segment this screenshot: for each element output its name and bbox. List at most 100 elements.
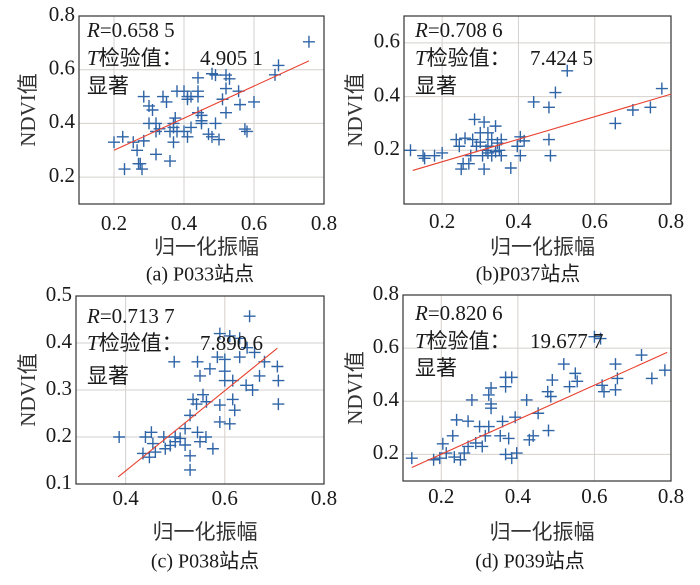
r-value: =0.713 7 bbox=[100, 304, 175, 328]
data-point bbox=[233, 351, 246, 364]
data-point bbox=[181, 93, 194, 106]
data-point bbox=[466, 133, 479, 146]
t-symbol: T bbox=[87, 331, 100, 355]
x-tick-label: 0.2 bbox=[429, 209, 455, 233]
data-point bbox=[139, 431, 152, 443]
data-point bbox=[184, 449, 197, 462]
plot-area bbox=[403, 295, 671, 481]
data-point bbox=[116, 130, 129, 143]
data-point bbox=[476, 440, 489, 453]
y-tick-label: 0.4 bbox=[373, 387, 400, 411]
data-point bbox=[417, 149, 430, 162]
y-tick-label: 0.8 bbox=[49, 2, 75, 26]
data-point bbox=[146, 437, 159, 450]
t-label: 检验值： bbox=[427, 46, 511, 70]
data-point bbox=[450, 133, 463, 146]
data-point bbox=[404, 144, 417, 157]
data-point bbox=[609, 358, 622, 371]
data-point bbox=[527, 95, 540, 108]
data-point bbox=[168, 355, 181, 368]
data-point bbox=[150, 148, 162, 161]
data-point bbox=[481, 126, 494, 139]
data-point bbox=[149, 446, 162, 459]
data-point bbox=[118, 163, 131, 176]
data-point bbox=[455, 163, 468, 176]
x-axis-label: 归一化振幅 bbox=[490, 235, 595, 259]
data-point bbox=[271, 360, 284, 373]
significance-label: 显著 bbox=[415, 356, 457, 380]
data-point bbox=[563, 380, 576, 393]
data-point bbox=[485, 382, 498, 394]
data-point bbox=[465, 393, 478, 406]
data-point bbox=[448, 451, 461, 464]
axes-frame bbox=[403, 15, 672, 205]
data-point bbox=[228, 404, 241, 417]
data-point bbox=[626, 104, 639, 116]
data-point bbox=[171, 85, 183, 98]
x-tick-label: 0.2 bbox=[101, 211, 127, 235]
data-point bbox=[544, 149, 557, 162]
data-point bbox=[405, 452, 418, 465]
data-point bbox=[143, 117, 155, 130]
data-point bbox=[504, 162, 517, 175]
x-tick-label: 0.6 bbox=[581, 484, 607, 508]
data-point bbox=[433, 452, 446, 465]
data-point bbox=[243, 310, 256, 323]
data-point bbox=[588, 330, 601, 343]
axes-frame bbox=[402, 294, 672, 482]
y-axis-label: NDVI值 bbox=[16, 73, 40, 147]
data-point bbox=[203, 362, 216, 375]
data-point bbox=[505, 452, 518, 465]
data-point bbox=[571, 375, 584, 388]
x-axis-label: 归一化振幅 bbox=[154, 235, 259, 259]
data-point bbox=[598, 385, 610, 398]
x-tick-label: 0.4 bbox=[171, 211, 198, 235]
data-point bbox=[206, 442, 219, 455]
data-point bbox=[428, 149, 441, 162]
data-point bbox=[209, 117, 222, 130]
data-point bbox=[499, 380, 512, 393]
x-axis-label: 归一化振幅 bbox=[153, 520, 258, 544]
data-point bbox=[635, 349, 648, 362]
data-point bbox=[489, 120, 502, 133]
significance-label: 显著 bbox=[87, 74, 129, 98]
x-tick-label: 0.2 bbox=[428, 484, 454, 508]
data-point bbox=[514, 149, 527, 162]
data-point bbox=[542, 424, 555, 437]
data-point bbox=[238, 123, 251, 136]
data-point bbox=[418, 152, 431, 165]
data-point bbox=[143, 99, 155, 112]
data-point bbox=[478, 116, 491, 129]
data-point bbox=[510, 447, 523, 460]
data-point bbox=[226, 393, 239, 406]
data-point bbox=[474, 136, 487, 149]
r-symbol: R bbox=[414, 18, 428, 42]
data-point bbox=[220, 69, 232, 82]
data-point bbox=[246, 384, 259, 396]
r-value: =0.658 5 bbox=[100, 18, 175, 42]
panel-caption: (a) P033站点 bbox=[146, 263, 254, 286]
data-point bbox=[454, 453, 467, 466]
data-point bbox=[561, 64, 574, 77]
x-tick-label: 0.8 bbox=[658, 209, 684, 233]
x-tick-label: 0.6 bbox=[241, 211, 267, 235]
data-point bbox=[436, 437, 449, 450]
y-tick-label: 0.2 bbox=[374, 136, 400, 160]
t-symbol: T bbox=[415, 329, 428, 353]
fit-line bbox=[117, 347, 278, 478]
x-tick-label: 0.4 bbox=[505, 209, 532, 233]
x-tick-label: 0.8 bbox=[311, 211, 337, 235]
data-point bbox=[143, 451, 156, 464]
data-point bbox=[218, 353, 231, 366]
t-label: 检验值： bbox=[427, 329, 511, 353]
data-point bbox=[518, 134, 531, 147]
data-point bbox=[209, 69, 222, 82]
r-value: =0.708 6 bbox=[428, 18, 503, 42]
data-point bbox=[499, 448, 512, 461]
x-tick-label: 0.6 bbox=[212, 486, 238, 510]
data-point bbox=[190, 398, 203, 411]
data-point bbox=[495, 133, 508, 146]
data-point bbox=[272, 398, 285, 411]
data-point bbox=[194, 369, 206, 382]
data-point bbox=[453, 140, 466, 153]
